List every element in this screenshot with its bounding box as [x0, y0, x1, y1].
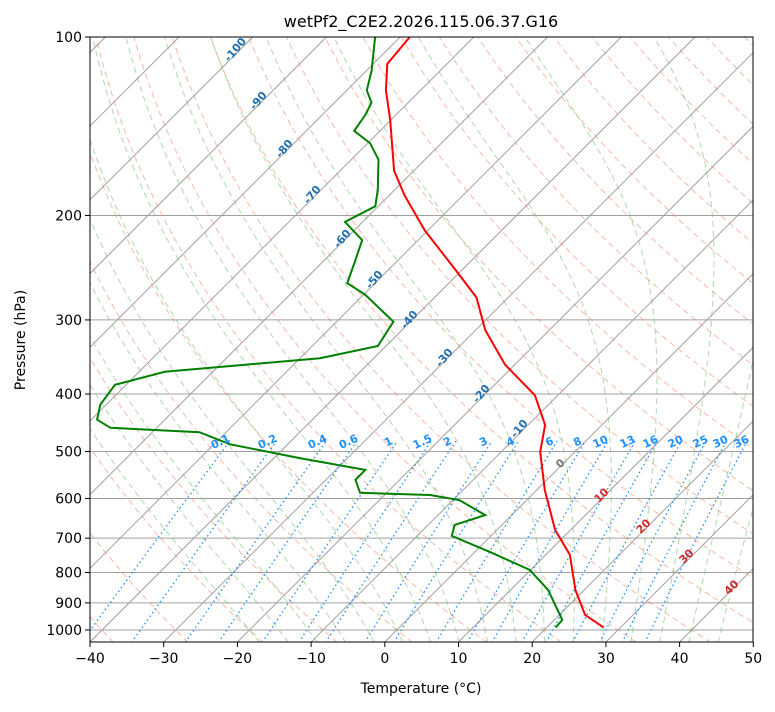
x-axis-label: Temperature (°C) — [360, 681, 482, 697]
y-tick-label: 1000 — [46, 623, 82, 639]
dry-adiabat-line — [745, 37, 775, 643]
mixing-ratio-line — [81, 441, 230, 643]
dry-adiabat-label: -20 — [470, 382, 493, 406]
mixing-ratio-line — [492, 441, 608, 643]
mixing-ratio-label: 2 — [441, 434, 453, 449]
x-tick-label: −30 — [149, 651, 179, 667]
dry-adiabat-label: -90 — [247, 89, 270, 113]
dry-adiabat-label: -70 — [301, 183, 324, 207]
background-lines — [0, 37, 775, 643]
moist-adiabat-line — [419, 37, 612, 643]
moist-adiabat-label: 40 — [722, 577, 742, 597]
y-tick-label: 600 — [55, 491, 82, 507]
dry-adiabat-line — [19, 37, 412, 643]
moist-adiabat-line — [64, 37, 403, 643]
isotherm-gridline — [237, 37, 775, 643]
moist-adiabat-line — [211, 37, 516, 643]
y-tick-label: 300 — [55, 313, 82, 329]
mixing-ratio-label: 30 — [711, 433, 731, 451]
isotherm-gridline — [0, 37, 474, 643]
moist-adiabat-line — [0, 37, 317, 643]
mixing-ratio-line — [219, 441, 358, 643]
y-tick-label: 200 — [55, 209, 82, 225]
x-tick-label: 40 — [671, 651, 689, 667]
moist-adiabat-line — [93, 37, 431, 643]
dry-adiabat-line — [0, 37, 263, 643]
moist-adiabat-label: 20 — [634, 516, 654, 536]
dry-adiabat-label: -100 — [221, 35, 249, 65]
mixing-ratio-line — [365, 441, 492, 643]
dry-adiabat-line — [58, 37, 488, 643]
mixing-ratio-line — [622, 441, 727, 643]
moist-adiabat-line — [165, 37, 488, 643]
mixing-ratio-label: 10 — [591, 433, 611, 451]
moist-adiabat-line — [718, 37, 775, 643]
isotherm-gridline — [679, 37, 775, 643]
moist-adiabat-line — [266, 37, 545, 643]
mixing-ratio-label: 6 — [543, 434, 556, 449]
mixing-ratio-label: 8 — [571, 434, 583, 449]
x-tick-label: 50 — [744, 651, 762, 667]
isotherm-gridline — [458, 37, 775, 643]
y-tick-label: 700 — [55, 531, 82, 547]
isotherm-gridline — [0, 37, 327, 643]
dry-adiabat-line — [516, 37, 775, 643]
chart-title: wetPf2_C2E2.2026.115.06.37.G16 — [284, 12, 558, 32]
dry-adiabat-line — [134, 37, 637, 643]
x-tick-label: 10 — [450, 651, 468, 667]
y-axis-label: Pressure (hPa) — [13, 290, 29, 390]
moist-adiabat-line — [689, 37, 775, 643]
moist-adiabat-label: 30 — [677, 546, 697, 566]
x-tick-label: 30 — [597, 651, 615, 667]
isotherm-gridline — [16, 37, 622, 643]
isotherm-gridline — [753, 37, 775, 643]
mixing-ratio-line — [262, 441, 397, 643]
dewpoint-profile-line — [97, 37, 562, 627]
moist-adiabat-label: 10 — [592, 485, 612, 505]
y-tick-label: 800 — [55, 566, 82, 582]
mixing-ratio-label: 20 — [666, 433, 686, 451]
isotherm-gridline — [384, 37, 775, 643]
dry-adiabat-line — [478, 37, 775, 643]
dry-adiabat-label: -30 — [433, 346, 456, 370]
dry-adiabat-label: -50 — [363, 268, 386, 292]
dry-adiabat-label: -80 — [273, 137, 296, 161]
mixing-ratio-label: 0.4 — [306, 432, 329, 452]
mixing-ratio-label: 16 — [641, 433, 661, 451]
moist-adiabat-line — [0, 37, 260, 643]
dry-adiabat-label: -40 — [398, 308, 421, 332]
x-tick-label: 20 — [523, 651, 541, 667]
dry-adiabat-line — [96, 37, 562, 643]
x-tick-label: 0 — [380, 651, 389, 667]
moist-adiabat-label: 0 — [553, 456, 568, 471]
mixing-ratio-line — [394, 441, 519, 643]
mixing-ratio-label: 25 — [691, 433, 710, 451]
isotherm-gridline — [0, 37, 400, 643]
moist-adiabat-line — [525, 37, 657, 643]
x-tick-label: −40 — [75, 651, 105, 667]
isotherm-gridline — [0, 37, 253, 643]
y-tick-label: 100 — [55, 30, 82, 46]
y-tick-label: 900 — [55, 596, 82, 612]
mixing-ratio-label: 13 — [618, 433, 637, 451]
dry-adiabat-line — [0, 37, 338, 643]
dry-adiabat-label: -60 — [331, 227, 354, 251]
x-tick-label: −10 — [296, 651, 326, 667]
dry-adiabat-line — [707, 37, 775, 643]
y-tick-label: 400 — [55, 387, 82, 403]
mixing-ratio-label: 0.1 — [209, 432, 232, 452]
isotherm-gridline — [89, 37, 695, 643]
isotherm-gridline — [163, 37, 769, 643]
moist-adiabat-line — [38, 37, 374, 643]
y-tick-label: 500 — [55, 444, 82, 460]
mixing-ratio-label: 36 — [732, 433, 752, 451]
mixing-ratio-line — [326, 441, 456, 643]
x-tick-label: −20 — [223, 651, 253, 667]
